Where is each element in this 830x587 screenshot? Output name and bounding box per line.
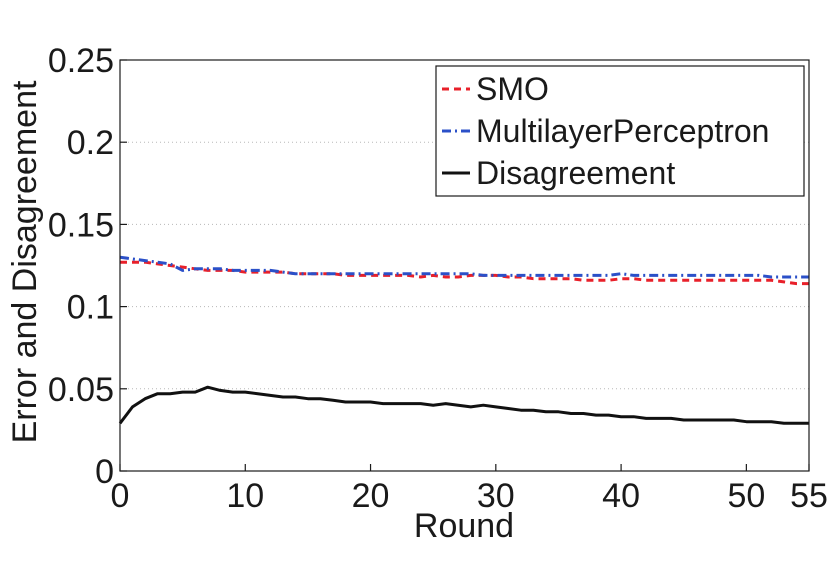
x-tick-label: 40 (602, 477, 640, 515)
y-tick-label: 0.2 (67, 124, 114, 162)
x-tick-label: 20 (352, 477, 390, 515)
y-tick-label: 0.15 (48, 206, 114, 244)
x-axis-label: Round (414, 507, 514, 545)
x-tick-label: 10 (226, 477, 264, 515)
x-tick-label: 55 (790, 477, 828, 515)
x-tick-label: 30 (477, 477, 515, 515)
y-tick-label: 0.1 (67, 289, 114, 327)
series-line-disagreement (118, 385, 809, 425)
y-tick-label: 0 (95, 453, 114, 491)
legend-label-multilayerperceptron: MultilayerPerceptron (476, 113, 769, 149)
legend-label-smo: SMO (476, 71, 549, 107)
y-tick-label: 0.25 (48, 42, 114, 80)
x-tick-label: 50 (727, 477, 765, 515)
series-lines (118, 255, 809, 425)
y-tick-label: 0.05 (48, 371, 114, 409)
plot-frame (119, 59, 810, 472)
legend: SMO MultilayerPerceptron Disagreement (435, 65, 805, 197)
series-line-multilayerperceptron (119, 255, 809, 279)
x-tick-label: 0 (111, 477, 130, 515)
legend-box (435, 65, 805, 197)
y-axis-label: Error and Disagreement (6, 80, 44, 443)
axis-ticks: 0 0.05 0.1 0.15 0.2 0.25 0 10 20 30 40 50 55 (48, 42, 828, 515)
legend-label-disagreement: Disagreement (476, 155, 675, 191)
